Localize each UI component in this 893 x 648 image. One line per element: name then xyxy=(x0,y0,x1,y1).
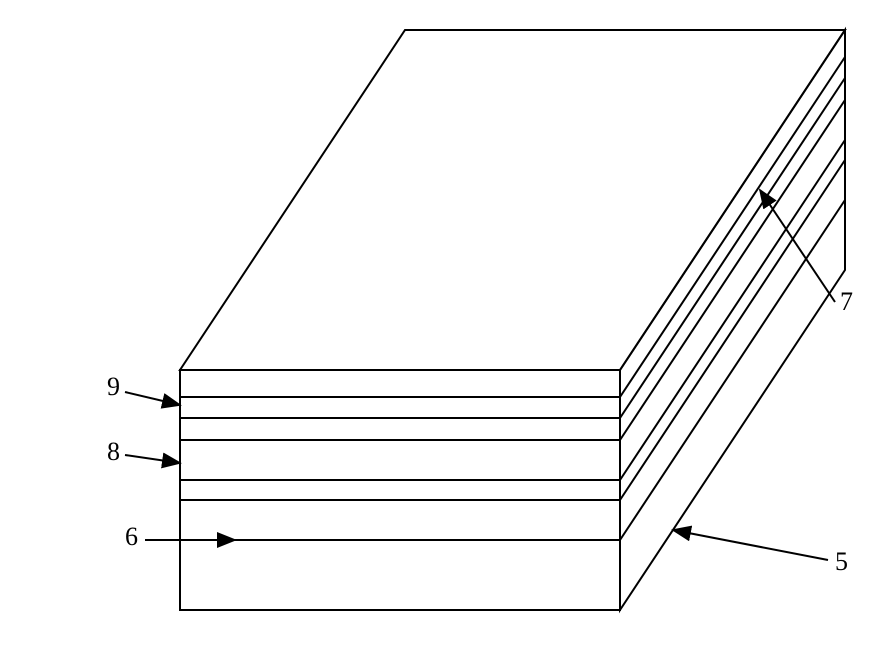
label-l5: 5 xyxy=(835,547,848,576)
layered-diagram: 9 8 6 7 5 xyxy=(0,0,893,648)
label-l6: 6 xyxy=(125,522,138,551)
label-l9: 9 xyxy=(107,372,120,401)
label-l7: 7 xyxy=(840,287,853,316)
label-l8: 8 xyxy=(107,437,120,466)
